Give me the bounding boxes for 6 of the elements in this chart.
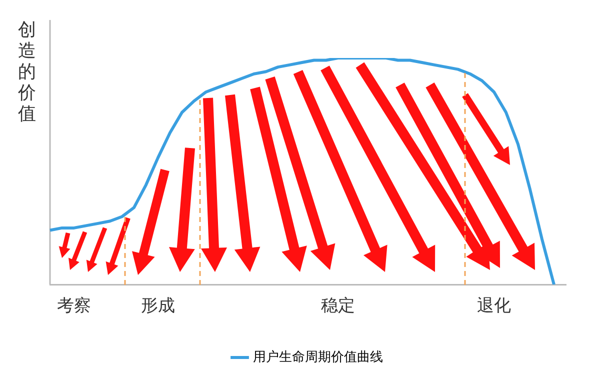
x-tick-label: 考察	[57, 296, 91, 316]
x-tick-label: 退化	[477, 296, 511, 316]
x-tick-label: 形成	[141, 296, 175, 316]
x-tick-label: 稳定	[321, 296, 355, 316]
y-axis-title: 创造的价值	[17, 20, 36, 125]
legend-label: 用户生命周期价值曲线	[252, 350, 383, 365]
